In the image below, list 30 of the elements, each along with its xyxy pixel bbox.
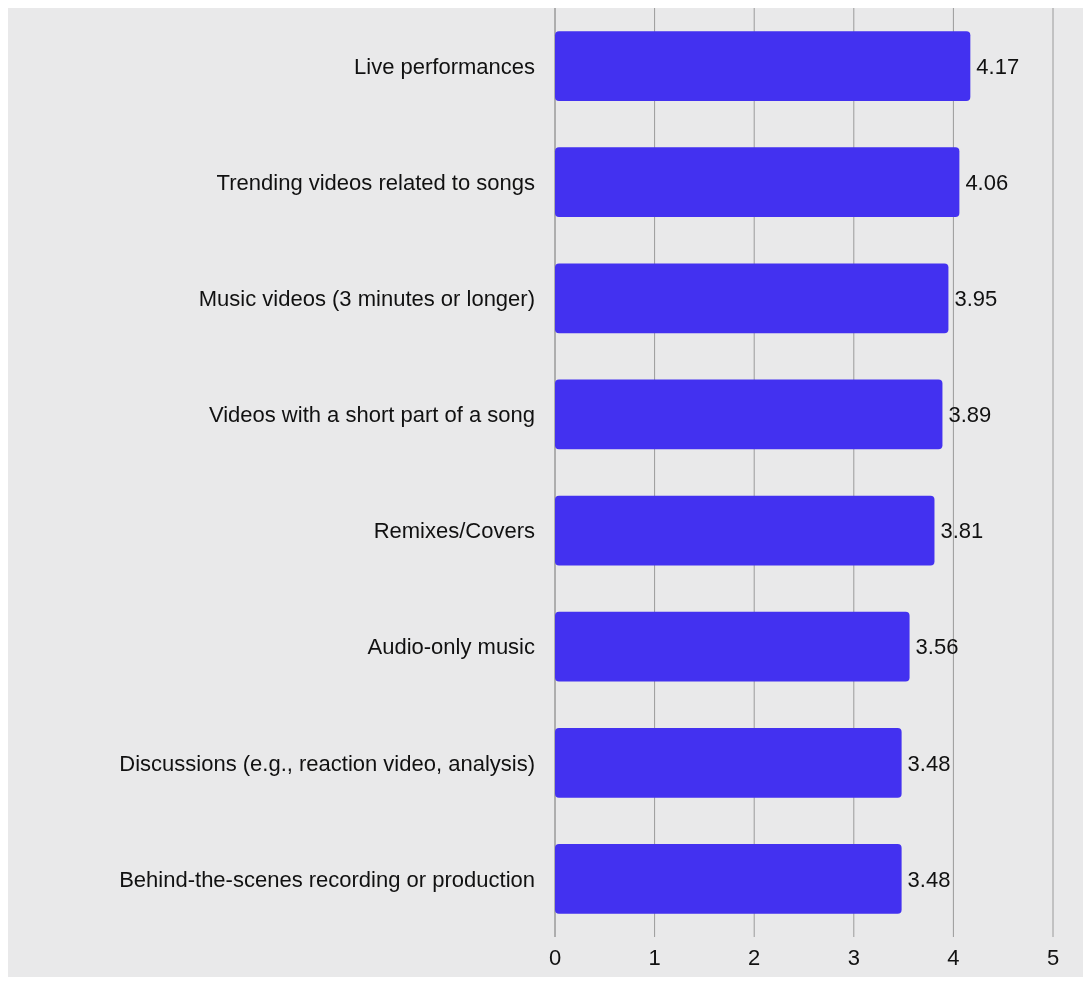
x-tick-label: 0 xyxy=(548,945,562,970)
x-tick-label: 2 xyxy=(748,945,761,970)
x-tick-label: 1 xyxy=(648,945,661,970)
y-tick-label: Live performances xyxy=(354,53,535,79)
y-tick-label: Remixes/Covers xyxy=(373,518,535,544)
y-tick-label: Audio-only music xyxy=(367,634,535,660)
bar xyxy=(555,379,943,450)
bar xyxy=(555,31,971,101)
y-tick-label: Videos with a short part of a song xyxy=(208,402,535,428)
y-tick-label: Discussions (e.g., reaction video, analysis) xyxy=(119,750,535,776)
bar xyxy=(555,495,935,566)
data-label: 3.81 xyxy=(940,518,984,544)
y-tick-label: Music videos (3 minutes or longer) xyxy=(198,286,535,312)
data-label: 3.95 xyxy=(954,286,998,312)
x-tick-label: 3 xyxy=(847,945,860,970)
y-tick-label: Behind-the-scenes recording or production xyxy=(119,866,535,892)
data-label: 4.17 xyxy=(976,53,1020,79)
data-label: 3.48 xyxy=(907,866,951,892)
data-label: 4.06 xyxy=(965,169,1009,195)
bar xyxy=(555,147,960,218)
x-tick-label: 5 xyxy=(1046,945,1060,970)
bar xyxy=(555,263,949,334)
data-label: 3.89 xyxy=(948,402,992,428)
data-label: 3.56 xyxy=(915,634,959,660)
x-tick-label: 4 xyxy=(947,945,960,970)
bar xyxy=(555,844,902,914)
bar xyxy=(555,727,902,798)
data-label: 3.48 xyxy=(907,750,951,776)
y-tick-label: Trending videos related to songs xyxy=(216,169,535,195)
bar xyxy=(555,611,910,682)
